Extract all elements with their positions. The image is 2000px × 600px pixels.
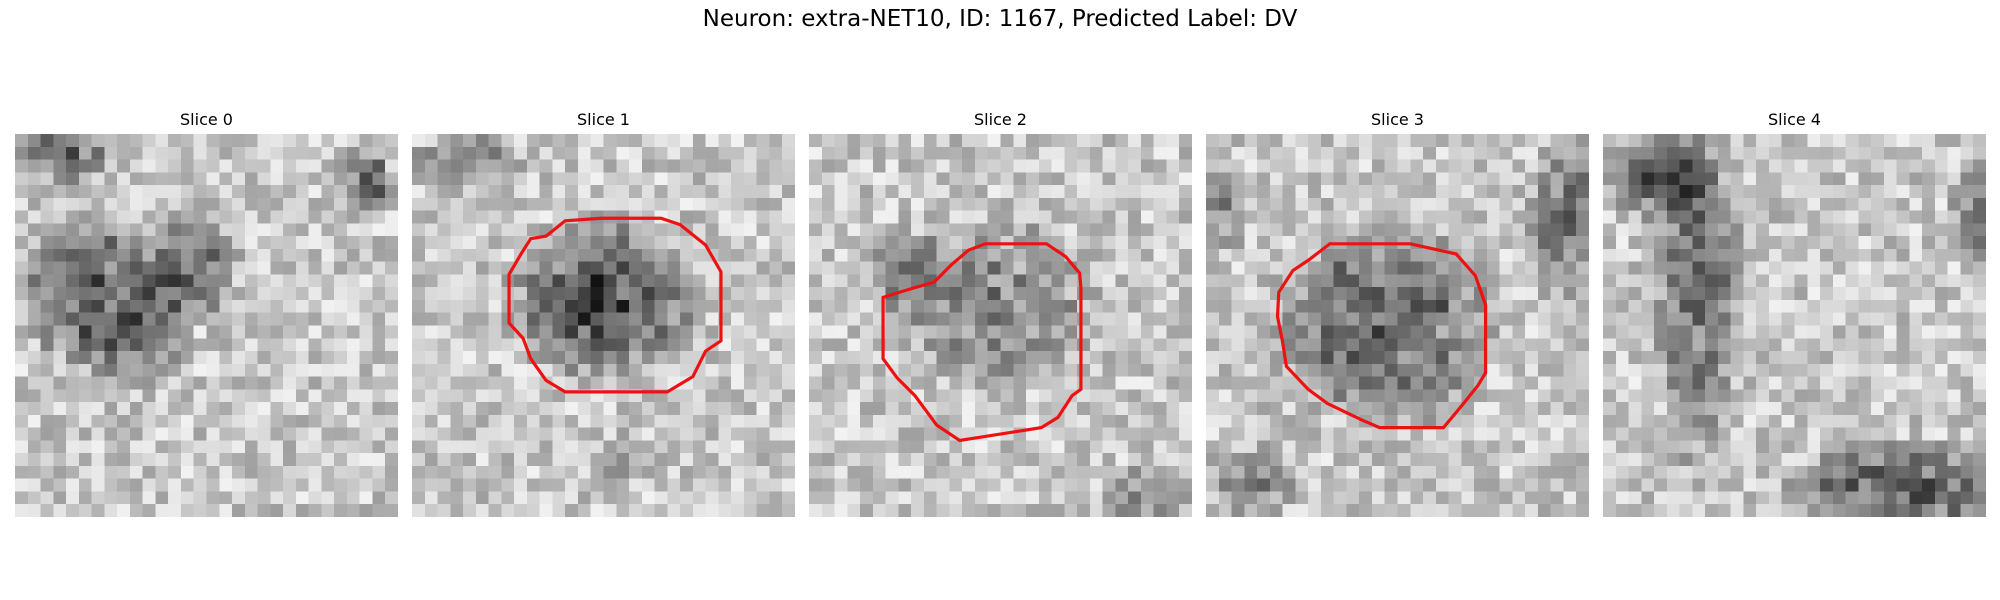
slice-panel-2: Slice 2 — [809, 108, 1192, 517]
segmentation-contour — [507, 216, 723, 394]
slice-title: Slice 3 — [1371, 110, 1424, 129]
grayscale-pixel-grid — [15, 134, 398, 517]
slice-image — [15, 134, 398, 517]
slice-image — [1206, 134, 1589, 517]
slice-title: Slice 4 — [1768, 110, 1821, 129]
grayscale-pixel-grid — [1603, 134, 1986, 517]
slice-image — [809, 134, 1192, 517]
slice-title: Slice 0 — [180, 110, 233, 129]
slice-panel-4: Slice 4 — [1603, 108, 1986, 517]
slice-panel-1: Slice 1 — [412, 108, 795, 517]
segmentation-contour — [881, 242, 1083, 443]
slice-panel-3: Slice 3 — [1206, 108, 1589, 517]
slice-panel-0: Slice 0 — [15, 108, 398, 517]
slice-image — [1603, 134, 1986, 517]
slice-title: Slice 1 — [577, 110, 630, 129]
grayscale-pixel-grid — [809, 134, 1192, 517]
figure-title: Neuron: extra-NET10, ID: 1167, Predicted… — [702, 6, 1298, 32]
slice-image — [412, 134, 795, 517]
slice-title: Slice 2 — [974, 110, 1027, 129]
grayscale-pixel-grid — [1206, 134, 1589, 517]
grayscale-pixel-grid — [412, 134, 795, 517]
segmentation-contour — [1275, 242, 1488, 430]
